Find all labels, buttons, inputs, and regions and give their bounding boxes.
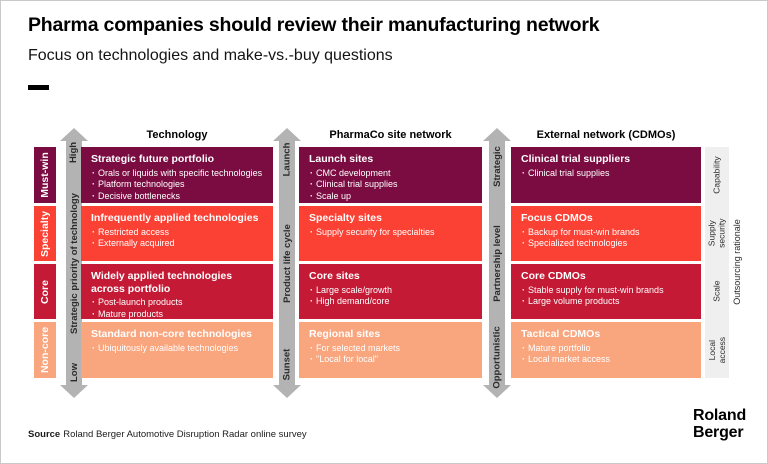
bullet: Restricted access — [91, 227, 267, 239]
row-label-non-core: Non-core — [34, 322, 56, 378]
source-label: Source — [28, 429, 61, 440]
bullet: Supply security for specialties — [309, 227, 476, 239]
bullet: Backup for must-win brands — [521, 227, 695, 239]
source-line: Source Roland Berger Automotive Disruptio… — [28, 429, 307, 440]
row-label-must-win: Must-win — [34, 147, 56, 203]
cell-external-specialty: Focus CDMOs Backup for must-win brands S… — [511, 206, 701, 261]
cell-technology-non-core: Standard non-core technologies Ubiquitou… — [81, 322, 273, 378]
bullet: Clinical trial supplies — [521, 168, 695, 180]
outsourcing-label-strip — [705, 147, 729, 378]
bullet: "Local for local" — [309, 354, 476, 366]
cell-pharmaco-must-win: Launch sites CMC development Clinical tr… — [299, 147, 482, 214]
bullet: Decisive bottlenecks — [91, 191, 267, 203]
cell-pharmaco-core: Core sites Large scale/growth High deman… — [299, 264, 482, 319]
bullet: Orals or liquids with specific technolog… — [91, 168, 267, 180]
title-dash — [28, 85, 49, 90]
bullet: Specialized technologies — [521, 238, 695, 250]
cell-external-non-core: Tactical CDMOs Mature portfolio Local ma… — [511, 322, 701, 378]
cell-technology-must-win: Strategic future portfolio Orals or liqu… — [81, 147, 273, 214]
roland-berger-logo: Roland Berger — [693, 407, 747, 441]
partnership-level-axis-arrow-icon: Strategic Partnership level Opportunisti… — [483, 128, 511, 398]
cell-technology-specialty: Infrequently applied technologies Restri… — [81, 206, 273, 261]
bullet: Local market access — [521, 354, 695, 366]
bullet: Scale up — [309, 191, 476, 203]
bullet: For selected markets — [309, 343, 476, 355]
cell-external-must-win: Clinical trial suppliers Clinical trial … — [511, 147, 701, 203]
strip-label-scale: Scale — [711, 280, 722, 303]
cell-pharmaco-non-core: Regional sites For selected markets "Loc… — [299, 322, 482, 378]
bullet: Ubiquitously available technologies — [91, 343, 267, 355]
bullet: CMC development — [309, 168, 476, 180]
column-header-technology: Technology — [146, 129, 208, 141]
column-header-pharmaco: PharmaCo site network — [329, 129, 452, 141]
strip-label-capability: Capability — [711, 156, 722, 194]
bullet: Post-launch products — [91, 297, 267, 309]
cell-technology-core: Widely applied technologies across portf… — [81, 264, 273, 321]
row-label-core: Core — [34, 264, 56, 319]
page-subtitle: Focus on technologies and make-vs.-buy q… — [28, 47, 393, 64]
bullet: Clinical trial supplies — [309, 179, 476, 191]
bullet: Mature portfolio — [521, 343, 695, 355]
bullet: Externally acquired — [91, 238, 267, 250]
strip-label-supply-security: Supply security — [706, 218, 727, 249]
bullet: High demand/core — [309, 296, 476, 308]
strip-label-local-access: Local access — [706, 336, 728, 364]
row-label-specialty: Specialty — [34, 206, 56, 261]
cell-external-core: Core CDMOs Stable supply for must-win br… — [511, 264, 701, 319]
bullet: Stable supply for must-win brands — [521, 285, 695, 297]
product-life-cycle-axis-arrow-icon: Launch Product life cycle Sunset — [273, 128, 301, 398]
cell-pharmaco-specialty: Specialty sites Supply security for spec… — [299, 206, 482, 261]
bullet: Mature products — [91, 309, 267, 321]
page-title: Pharma companies should review their man… — [28, 14, 600, 36]
bullet: Platform technologies — [91, 179, 267, 191]
bullet: Large scale/growth — [309, 285, 476, 297]
column-header-external: External network (CDMOs) — [536, 129, 676, 141]
bullet: Large volume products — [521, 296, 695, 308]
source-text: Roland Berger Automotive Disruption Rada… — [63, 429, 307, 440]
